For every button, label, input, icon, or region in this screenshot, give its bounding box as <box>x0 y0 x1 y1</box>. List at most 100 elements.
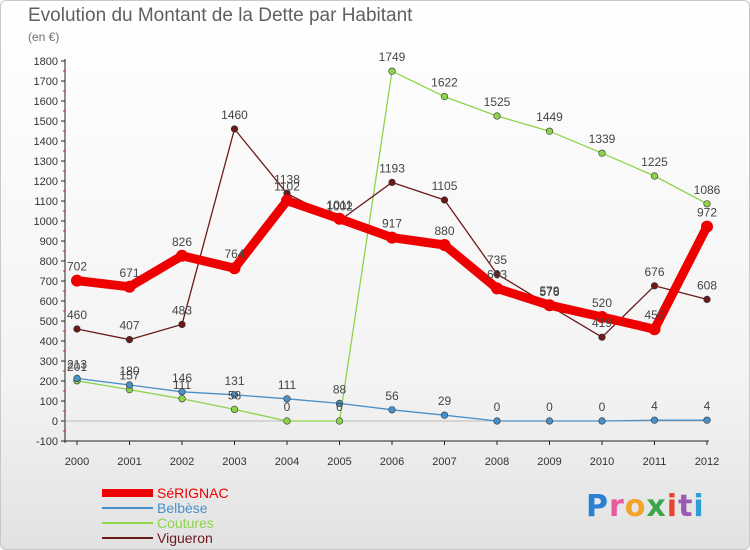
logo-letter: r <box>609 489 625 524</box>
y-tick-label: 600 <box>40 296 58 308</box>
data-label: 826 <box>172 235 192 249</box>
data-label: 29 <box>438 394 452 408</box>
x-tick-label: 2010 <box>590 456 614 468</box>
data-point <box>545 127 554 135</box>
data-label: 676 <box>644 265 664 279</box>
data-point <box>596 311 608 323</box>
data-label: 131 <box>224 374 244 388</box>
y-tick-label: 1100 <box>34 196 58 208</box>
legend-label: Vigueron <box>157 530 213 546</box>
data-point <box>125 336 134 344</box>
legend-label: Coutures <box>157 515 214 531</box>
data-label: 58 <box>228 388 242 402</box>
data-point <box>650 416 659 424</box>
data-point <box>123 280 136 293</box>
data-point <box>598 149 606 157</box>
y-tick-label: 1400 <box>34 136 58 148</box>
data-label: 111 <box>173 378 192 392</box>
data-label: 4 <box>704 399 711 413</box>
data-point <box>335 399 344 408</box>
y-tick-label: 1000 <box>34 216 58 228</box>
data-label: 735 <box>487 253 507 267</box>
data-label: 419 <box>592 316 612 330</box>
y-tick-label: 900 <box>40 236 58 248</box>
y-tick-label: 1700 <box>34 76 58 88</box>
data-point <box>493 417 501 425</box>
x-tick-label: 2011 <box>643 456 667 468</box>
y-tick-label: 400 <box>40 336 58 348</box>
data-point <box>493 270 501 278</box>
data-point <box>440 92 449 101</box>
data-point <box>703 416 711 424</box>
x-tick-label: 2000 <box>65 456 89 468</box>
y-tick-label: 1200 <box>34 176 58 188</box>
data-label: 608 <box>697 278 717 292</box>
y-tick-label: 1300 <box>34 156 58 168</box>
legend-label: Belbèse <box>157 500 208 516</box>
data-point <box>598 417 606 425</box>
data-point <box>228 262 241 275</box>
data-label: 0 <box>546 400 553 414</box>
data-label: 1449 <box>536 110 563 124</box>
data-label: 213 <box>67 357 87 371</box>
x-tick-label: 2007 <box>432 456 456 468</box>
data-point <box>230 391 239 399</box>
data-label: 1225 <box>641 155 668 169</box>
data-label: 180 <box>119 364 139 378</box>
data-label: 460 <box>67 308 87 322</box>
data-point <box>283 417 291 425</box>
data-point <box>703 295 711 304</box>
data-label: 671 <box>119 266 139 280</box>
x-tick-label: 2006 <box>380 456 404 468</box>
data-label: 0 <box>494 400 501 414</box>
y-tick-label: 100 <box>40 396 58 408</box>
data-point <box>701 220 713 233</box>
data-label: 1102 <box>274 180 300 194</box>
y-tick-label: 1800 <box>34 56 58 68</box>
data-label: 1622 <box>431 76 458 90</box>
data-labels: 201 157 111 58 0 0 1749 1622 1525 1449 1339 1225 108… <box>67 50 721 414</box>
data-label: 520 <box>592 296 612 310</box>
data-label: 1749 <box>379 50 406 64</box>
logo-letter: i <box>693 489 705 524</box>
data-label: 56 <box>385 389 399 403</box>
data-label: 576 <box>539 285 559 299</box>
data-point <box>71 274 83 287</box>
data-point <box>440 411 449 419</box>
y-tick-label: 1600 <box>34 96 58 108</box>
logo-letter: P <box>586 489 609 524</box>
data-point <box>598 333 606 341</box>
data-label: 146 <box>172 371 192 385</box>
data-label: 1339 <box>589 132 616 146</box>
data-point <box>388 406 396 414</box>
data-label: 111 <box>278 378 297 392</box>
y-tick-label: 700 <box>40 276 58 288</box>
y-tick-label: 200 <box>40 376 58 388</box>
data-point <box>335 417 344 425</box>
data-point <box>545 417 554 425</box>
x-tick-label: 2009 <box>537 456 561 468</box>
data-point <box>125 381 134 389</box>
data-label: 483 <box>172 303 192 317</box>
data-label: 1105 <box>432 179 458 193</box>
data-point <box>73 374 81 383</box>
data-label: 663 <box>487 267 507 281</box>
data-label: 88 <box>333 382 347 396</box>
data-label: 1002 <box>326 200 353 214</box>
x-tick-label: 2002 <box>170 456 194 468</box>
data-label: 0 <box>284 400 291 414</box>
data-label: 764 <box>224 247 244 261</box>
proxiti-logo: Proxiti <box>586 489 705 524</box>
data-label: 0 <box>599 400 606 414</box>
y-tick-label: 300 <box>40 356 58 368</box>
data-point <box>388 178 396 186</box>
x-tick-label: 2003 <box>222 456 246 468</box>
y-tick-label: 500 <box>40 316 58 328</box>
data-point <box>543 299 556 312</box>
chart-subtitle: (en €) <box>28 30 60 44</box>
data-label: 157 <box>119 369 139 383</box>
data-point <box>178 395 186 403</box>
